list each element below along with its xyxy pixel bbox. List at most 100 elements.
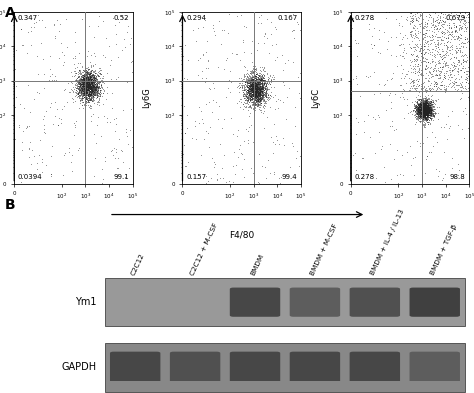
Point (254, 81, 262, 87)
Point (256, 82, 264, 88)
Point (57, 40, 64, 46)
Point (30, 96, 37, 103)
Point (424, 108, 432, 114)
Point (251, 81, 258, 88)
Point (23, 124, 31, 130)
Point (250, 84, 258, 91)
Point (427, 106, 435, 112)
Point (91, 88, 98, 95)
Point (422, 107, 429, 114)
Point (82, 69, 90, 75)
Point (248, 77, 256, 83)
Point (251, 83, 259, 89)
Point (78, 81, 85, 87)
Point (414, 101, 422, 107)
Point (418, 107, 425, 113)
Point (85, 84, 93, 90)
Point (81, 84, 89, 90)
Point (259, 84, 266, 90)
Point (258, 83, 266, 89)
Point (246, 90, 254, 96)
Point (419, 121, 427, 127)
Point (77, 81, 85, 87)
Point (256, 89, 264, 95)
Point (262, 92, 269, 98)
Point (423, 101, 431, 107)
Point (414, 108, 422, 114)
Point (369, 114, 377, 120)
Point (417, 102, 424, 108)
Point (423, 114, 430, 120)
Point (416, 115, 423, 121)
Point (261, 92, 268, 98)
Point (252, 91, 259, 97)
Point (251, 86, 259, 92)
Point (78, 76, 85, 83)
Point (252, 99, 260, 105)
Point (92, 76, 100, 83)
Point (412, 110, 420, 116)
Point (81, 92, 89, 98)
Point (92, 73, 100, 80)
Point (251, 86, 258, 93)
Point (407, 162, 415, 168)
Point (419, 100, 426, 107)
Point (86, 70, 93, 77)
Point (256, 87, 264, 93)
Point (246, 70, 254, 76)
Point (445, 24, 453, 30)
Point (254, 90, 262, 96)
Point (86, 86, 94, 92)
Point (461, 18, 468, 24)
Point (414, 109, 422, 115)
Point (255, 81, 263, 87)
Point (267, 76, 275, 82)
Point (51, 20, 58, 27)
Point (251, 87, 258, 94)
Point (413, 105, 421, 111)
Point (81, 81, 88, 88)
Point (245, 91, 253, 97)
Point (88, 91, 96, 97)
Point (459, 44, 466, 50)
Point (438, 55, 446, 62)
Point (92, 81, 100, 87)
Point (453, 14, 461, 20)
Point (407, 143, 414, 149)
Point (267, 88, 275, 95)
Point (255, 85, 262, 91)
Point (447, 84, 455, 90)
Point (80, 79, 87, 86)
Point (27, 161, 35, 167)
Point (77, 91, 85, 97)
Point (240, 138, 247, 144)
Point (422, 102, 430, 108)
Point (83, 78, 91, 84)
Point (74, 90, 82, 96)
Point (429, 107, 437, 113)
Point (259, 86, 266, 92)
Point (84, 99, 91, 105)
Point (419, 95, 427, 102)
Point (251, 86, 258, 93)
Point (419, 110, 426, 116)
Point (427, 110, 434, 116)
Point (251, 80, 259, 86)
Point (233, 99, 241, 106)
Point (422, 116, 429, 123)
Point (457, 43, 465, 49)
Point (241, 78, 249, 84)
Point (416, 105, 424, 112)
Point (83, 81, 91, 87)
Point (258, 88, 265, 95)
Point (444, 11, 451, 17)
Point (88, 77, 96, 83)
Point (439, 14, 447, 20)
Point (255, 81, 262, 87)
Point (256, 83, 264, 89)
Point (83, 85, 91, 92)
Point (255, 87, 262, 94)
Point (426, 49, 434, 55)
Point (262, 91, 269, 97)
Point (261, 85, 269, 91)
